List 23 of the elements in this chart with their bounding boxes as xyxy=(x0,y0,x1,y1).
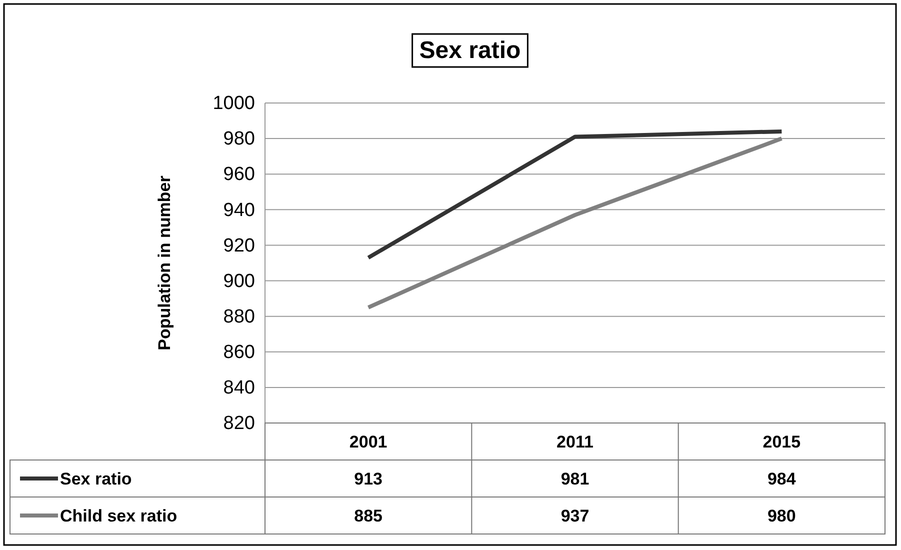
legend-label: Child sex ratio xyxy=(60,506,178,526)
y-tick-label: 960 xyxy=(223,164,255,186)
data-label: 937 xyxy=(560,506,590,526)
y-tick-label: 900 xyxy=(223,270,255,292)
x-tick-label: 2011 xyxy=(556,432,594,452)
data-label: 984 xyxy=(767,470,796,488)
x-tick-label: 2015 xyxy=(762,432,801,452)
y-tick-label: 980 xyxy=(223,128,255,150)
data-label: 981 xyxy=(560,470,590,488)
x-tick-label: 2001 xyxy=(349,432,388,452)
y-tick-label: 860 xyxy=(223,342,255,363)
data-label: 885 xyxy=(354,506,383,526)
legend-label: Sex ratio xyxy=(60,470,132,488)
data-label: 913 xyxy=(354,470,383,488)
y-tick-label: 1000 xyxy=(212,93,255,114)
data-label: 980 xyxy=(767,506,796,526)
y-tick-label: 840 xyxy=(223,378,255,399)
y-tick-label: 920 xyxy=(223,235,255,256)
y-axis-title: Population in number xyxy=(155,175,174,350)
y-tick-label: 940 xyxy=(223,200,255,221)
chart-title: Sex ratio xyxy=(419,37,521,64)
y-tick-label: 880 xyxy=(223,306,255,328)
y-tick-label: 820 xyxy=(223,413,255,434)
